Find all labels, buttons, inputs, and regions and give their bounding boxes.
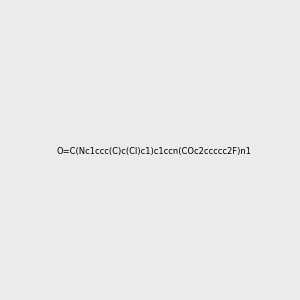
Text: O=C(Nc1ccc(C)c(Cl)c1)c1ccn(COc2ccccc2F)n1: O=C(Nc1ccc(C)c(Cl)c1)c1ccn(COc2ccccc2F)n… bbox=[56, 147, 251, 156]
